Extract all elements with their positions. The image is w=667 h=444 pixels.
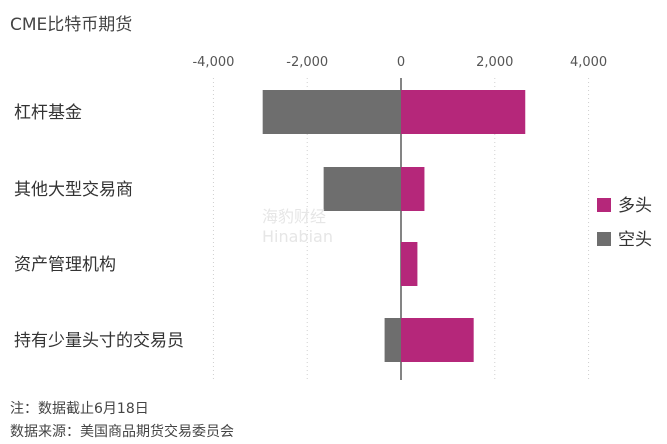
x-tick-label: 2,000: [476, 55, 513, 70]
legend-label: 空头: [618, 230, 652, 250]
watermark: 海豹财经 Hinabian: [262, 207, 333, 246]
category-label: 其他大型交易商: [14, 180, 133, 200]
category-label: 资产管理机构: [14, 255, 116, 275]
bar-long: [401, 318, 474, 362]
source-note: 数据来源：美国商品期货交易委员会: [10, 424, 234, 440]
chart-title: CME比特币期货: [10, 15, 133, 35]
bar-short: [262, 90, 401, 134]
legend-swatch: [597, 198, 611, 212]
footnote: 注：数据截止6月18日: [10, 401, 149, 417]
bar-short: [384, 318, 401, 362]
bar-short: [323, 167, 401, 211]
x-tick-labels: -4,000 -2,000 0 2,000 4,000: [192, 55, 607, 70]
x-tick-label: -2,000: [286, 55, 328, 70]
bar-long: [401, 242, 418, 286]
x-tick-label: 0: [397, 55, 405, 70]
watermark-en: Hinabian: [262, 227, 333, 246]
x-tick-label: -4,000: [192, 55, 234, 70]
bar-long: [401, 90, 526, 134]
bar-long: [401, 167, 425, 211]
watermark-cn: 海豹财经: [262, 207, 326, 226]
legend-label: 多头: [618, 196, 652, 216]
category-label: 持有少量头寸的交易员: [14, 331, 184, 351]
legend-swatch: [597, 232, 611, 246]
bars: [262, 90, 526, 362]
x-tick-label: 4,000: [570, 55, 607, 70]
category-label: 杠杆基金: [14, 103, 82, 123]
